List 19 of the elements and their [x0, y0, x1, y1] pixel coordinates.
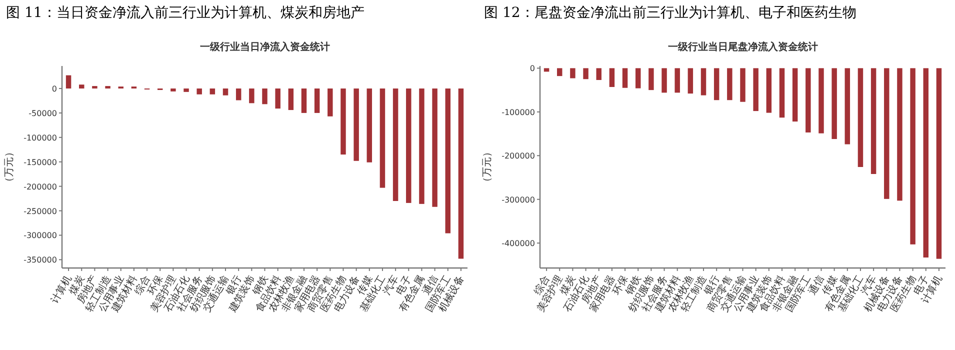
y-tick-label: -100000: [24, 133, 57, 142]
y-tick-label: -200000: [24, 182, 57, 192]
y-tick-label: -300000: [24, 231, 57, 240]
y-axis-title: （万元）: [4, 147, 15, 187]
y-tick-label: -400000: [501, 239, 534, 248]
y-tick-label: 0: [52, 84, 57, 94]
y-tick-label: -200000: [501, 152, 534, 161]
chart-subtitle: 一级行业当日净流入资金统计: [200, 41, 330, 53]
y-tick-label: -100000: [501, 108, 534, 117]
chart-title: 图 12：尾盘资金净流出前三行业为计算机、电子和医药生物: [484, 5, 856, 21]
y-axis-title: （万元）: [482, 147, 492, 187]
y-tick-label: 0: [529, 64, 534, 74]
y-tick-label: -50000: [28, 108, 57, 118]
y-tick-label: -150000: [24, 158, 57, 167]
y-tick-label: -250000: [24, 206, 57, 216]
chart-subtitle: 一级行业当日尾盘净流入资金统计: [667, 41, 818, 53]
y-tick-label: -300000: [501, 195, 534, 204]
y-tick-label: -350000: [24, 256, 57, 265]
chart-title: 图 11：当日资金净流入前三行业为计算机、煤炭和房地产: [6, 5, 364, 21]
